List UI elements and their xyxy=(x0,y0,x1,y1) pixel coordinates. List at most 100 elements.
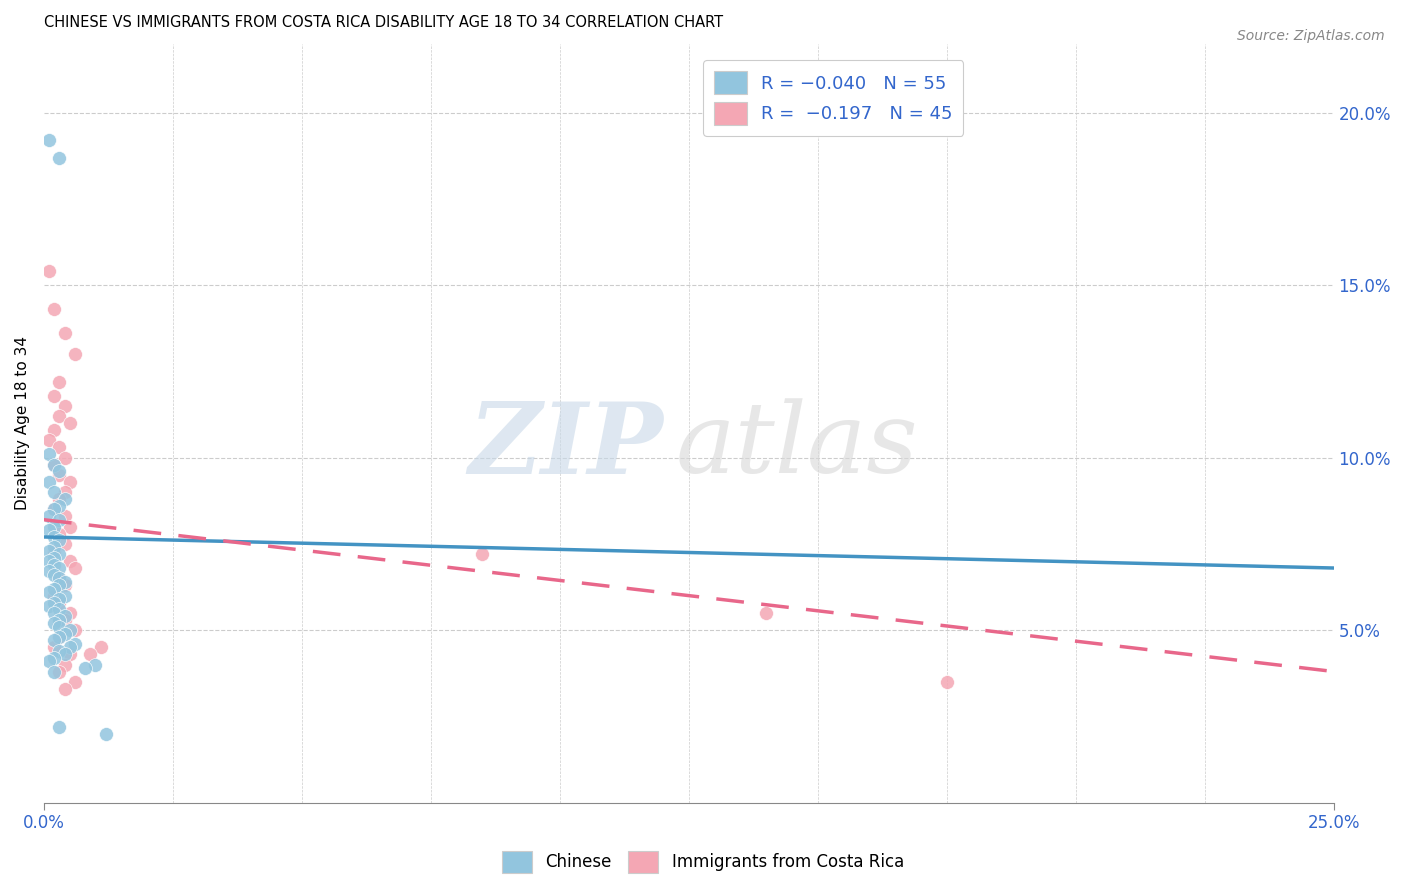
Point xyxy=(44,640,66,655)
Point xyxy=(755,606,778,620)
Point xyxy=(48,602,70,616)
Point xyxy=(63,623,86,637)
Point xyxy=(48,561,70,575)
Point xyxy=(53,399,76,413)
Point xyxy=(44,633,66,648)
Point xyxy=(48,595,70,609)
Point xyxy=(48,720,70,734)
Point xyxy=(53,609,76,624)
Y-axis label: Disability Age 18 to 34: Disability Age 18 to 34 xyxy=(15,336,30,510)
Point xyxy=(44,423,66,437)
Point xyxy=(48,440,70,454)
Point xyxy=(79,647,101,661)
Point xyxy=(48,465,70,479)
Point xyxy=(48,571,70,585)
Point xyxy=(59,606,82,620)
Point xyxy=(59,640,82,655)
Point xyxy=(90,640,112,655)
Point xyxy=(75,661,97,675)
Point xyxy=(44,582,66,596)
Point xyxy=(53,578,76,592)
Point xyxy=(48,491,70,506)
Point xyxy=(48,592,70,607)
Point xyxy=(38,654,60,668)
Point xyxy=(48,409,70,424)
Point xyxy=(38,554,60,568)
Legend: Chinese, Immigrants from Costa Rica: Chinese, Immigrants from Costa Rica xyxy=(495,845,911,880)
Point xyxy=(59,554,82,568)
Point xyxy=(44,595,66,609)
Point xyxy=(48,630,70,644)
Point xyxy=(53,326,76,341)
Point xyxy=(44,302,66,317)
Point xyxy=(53,589,76,603)
Point xyxy=(44,541,66,555)
Point xyxy=(48,467,70,482)
Point xyxy=(44,650,66,665)
Text: CHINESE VS IMMIGRANTS FROM COSTA RICA DISABILITY AGE 18 TO 34 CORRELATION CHART: CHINESE VS IMMIGRANTS FROM COSTA RICA DI… xyxy=(44,15,723,30)
Point xyxy=(44,458,66,472)
Point xyxy=(38,475,60,489)
Point xyxy=(48,578,70,592)
Point xyxy=(38,543,60,558)
Point xyxy=(48,499,70,513)
Point xyxy=(38,133,60,147)
Point xyxy=(48,375,70,389)
Point xyxy=(53,537,76,551)
Point xyxy=(53,647,76,661)
Point xyxy=(59,647,82,661)
Point xyxy=(63,674,86,689)
Point xyxy=(63,561,86,575)
Point xyxy=(63,347,86,361)
Point xyxy=(48,547,70,561)
Point xyxy=(48,665,70,679)
Point xyxy=(44,485,66,500)
Point xyxy=(48,526,70,541)
Point xyxy=(53,450,76,465)
Point xyxy=(38,599,60,613)
Point xyxy=(935,674,957,689)
Point xyxy=(48,644,70,658)
Point xyxy=(53,485,76,500)
Text: Source: ZipAtlas.com: Source: ZipAtlas.com xyxy=(1237,29,1385,43)
Text: atlas: atlas xyxy=(676,398,918,493)
Point xyxy=(48,620,70,634)
Point xyxy=(84,657,107,672)
Point xyxy=(59,623,82,637)
Point xyxy=(48,630,70,644)
Point xyxy=(59,519,82,533)
Point xyxy=(53,509,76,524)
Point xyxy=(44,502,66,516)
Legend: R = −0.040   N = 55, R =  −0.197   N = 45: R = −0.040 N = 55, R = −0.197 N = 45 xyxy=(703,61,963,136)
Point xyxy=(53,491,76,506)
Point xyxy=(38,434,60,448)
Point xyxy=(59,416,82,430)
Point xyxy=(53,681,76,696)
Point xyxy=(44,550,66,565)
Point xyxy=(63,637,86,651)
Point xyxy=(44,568,66,582)
Point xyxy=(53,574,76,589)
Point xyxy=(38,523,60,537)
Point xyxy=(38,585,60,599)
Point xyxy=(44,458,66,472)
Text: ZIP: ZIP xyxy=(468,398,664,494)
Point xyxy=(48,571,70,585)
Point xyxy=(44,616,66,631)
Point xyxy=(44,502,66,516)
Point xyxy=(48,513,70,527)
Point xyxy=(38,264,60,278)
Point xyxy=(44,606,66,620)
Point xyxy=(38,509,60,524)
Point xyxy=(53,626,76,640)
Point xyxy=(44,530,66,544)
Point xyxy=(471,547,494,561)
Point xyxy=(44,558,66,572)
Point xyxy=(44,665,66,679)
Point xyxy=(48,151,70,165)
Point xyxy=(44,589,66,603)
Point xyxy=(53,657,76,672)
Point xyxy=(38,447,60,461)
Point xyxy=(94,726,117,740)
Point xyxy=(44,543,66,558)
